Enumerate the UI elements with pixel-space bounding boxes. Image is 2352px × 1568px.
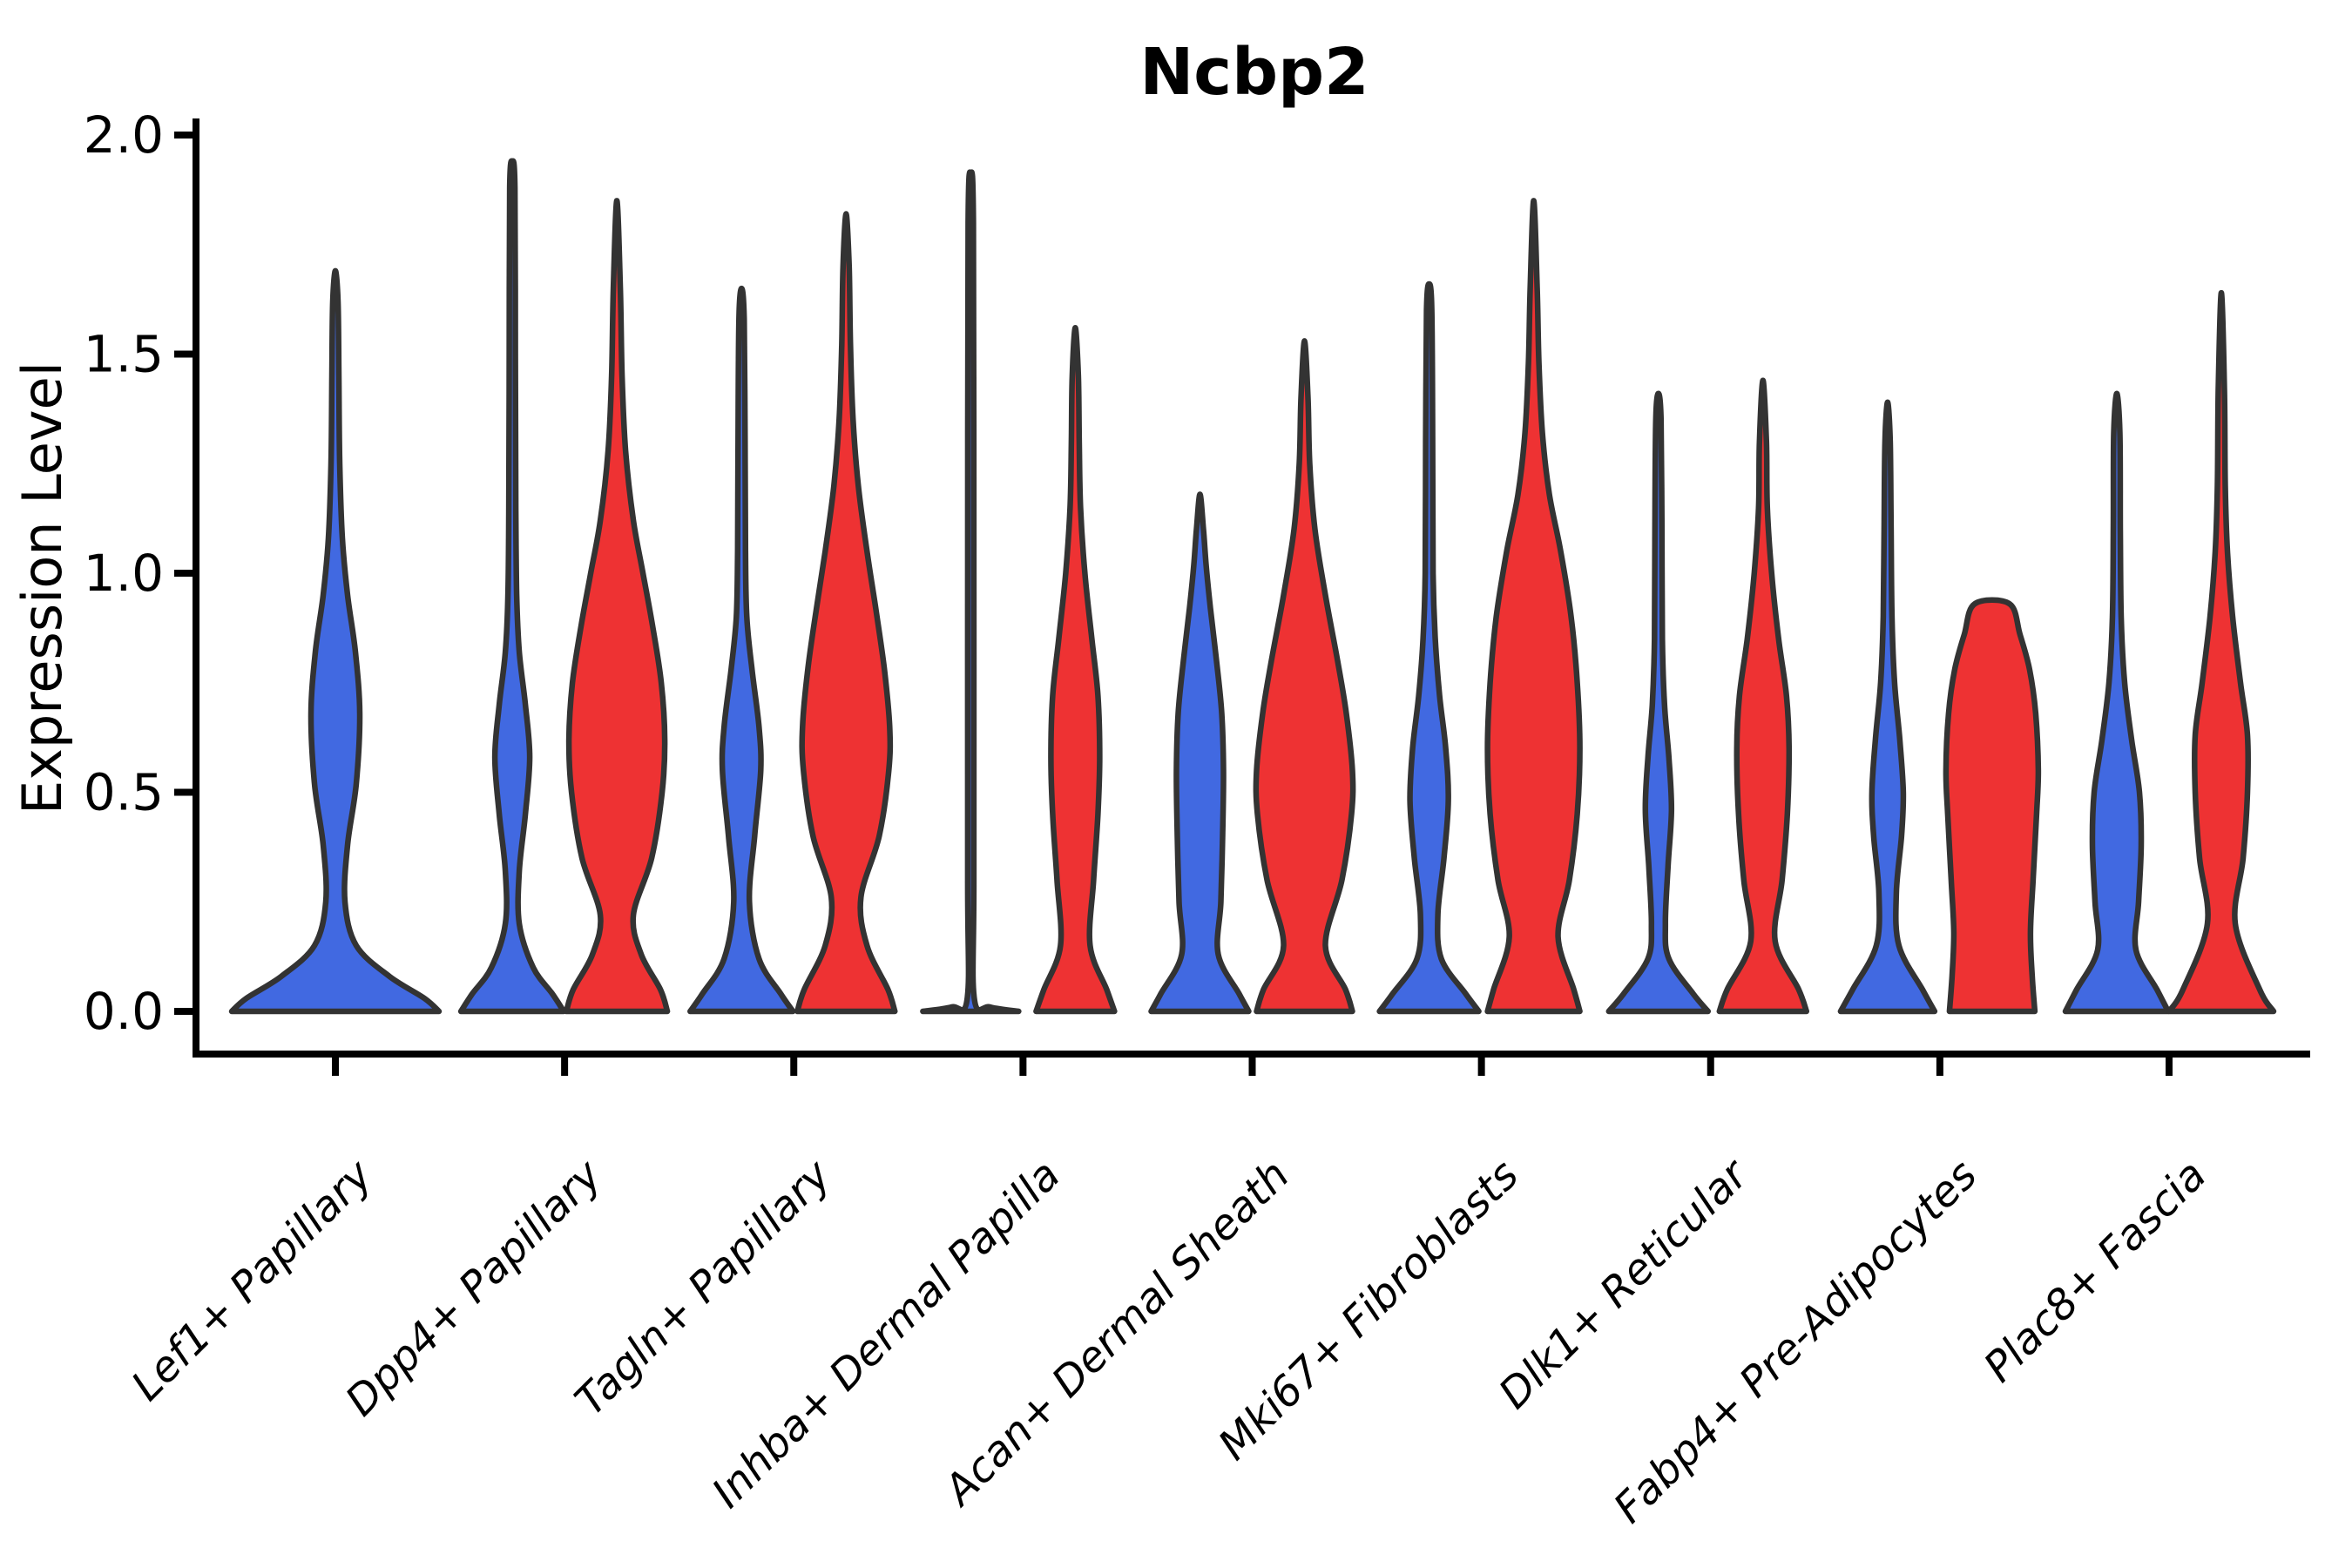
violin-blue <box>457 158 567 1015</box>
violin-blue <box>2062 390 2172 1015</box>
violin-blue <box>920 169 1022 1015</box>
x-tick-label: Lef1+ Papillary <box>122 1150 382 1410</box>
violin-red <box>563 198 671 1015</box>
y-tick-label: 0.5 <box>84 763 164 822</box>
violin-red <box>1484 198 1583 1015</box>
y-axis-label: Expression Level <box>10 362 74 814</box>
violin-red <box>1033 325 1118 1015</box>
x-tick-label: Fabp4+ Pre-Adipocytes <box>1605 1151 1987 1533</box>
violin-blue <box>1376 280 1482 1015</box>
violin-blue <box>687 285 796 1015</box>
violin-blue <box>1148 491 1252 1015</box>
violin-blue <box>1837 399 1938 1015</box>
violin-red <box>2166 289 2277 1015</box>
y-tick-label: 2.0 <box>84 105 164 165</box>
x-tick-label: Dpp4+ Papillary <box>336 1150 612 1425</box>
y-tick-label: 1.0 <box>84 544 164 603</box>
violin-red <box>1253 338 1356 1015</box>
violin-red <box>794 211 898 1015</box>
x-tick-label: Tagln+ Papillary <box>566 1150 841 1425</box>
violin-blue <box>1605 390 1712 1015</box>
violin-red <box>1943 597 2042 1015</box>
violin-blue <box>228 267 443 1015</box>
y-tick-label: 1.5 <box>84 325 164 384</box>
x-tick-label: Plac8+ Fascia <box>1975 1151 2216 1392</box>
plot-title: Ncbp2 <box>1139 35 1369 110</box>
x-tick-label: Dlk1+ Reticular <box>1490 1149 1760 1419</box>
violin-red <box>1716 377 1810 1015</box>
y-tick-label: 0.0 <box>84 982 164 1041</box>
